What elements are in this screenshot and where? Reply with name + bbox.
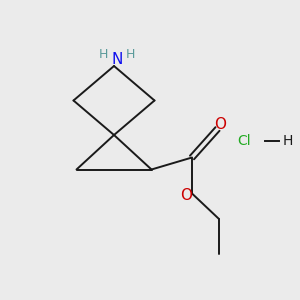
Text: O: O — [214, 117, 226, 132]
Text: Cl: Cl — [238, 134, 251, 148]
Text: O: O — [181, 188, 193, 203]
Text: H: H — [99, 48, 108, 61]
Text: N: N — [111, 52, 123, 67]
Text: H: H — [126, 48, 135, 61]
Text: H: H — [283, 134, 293, 148]
